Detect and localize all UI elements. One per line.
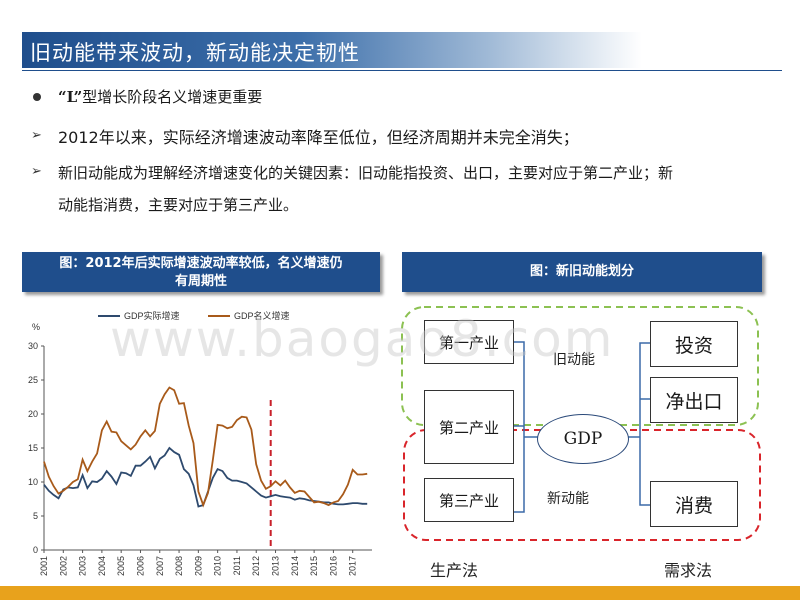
- x-tick-label: 2002: [58, 556, 68, 576]
- legend-label-1: GDP实际增速: [124, 310, 180, 321]
- x-tick-label: 2003: [78, 556, 88, 576]
- y-axis-unit: %: [32, 322, 40, 332]
- x-tick-label: 2015: [309, 556, 319, 576]
- x-tick-label: 2012: [251, 556, 261, 576]
- bullet-dot-icon: [33, 93, 41, 101]
- new-kinetic-label: 新动能: [547, 491, 589, 507]
- y-tick-label: 30: [28, 341, 38, 351]
- y-tick-label: 10: [28, 477, 38, 487]
- bullet-3-line1: 新旧动能成为理解经济增速变化的关键因素：旧动能指投资、出口，主要对应于第二产业；…: [58, 164, 674, 182]
- diagram-header: 图：新旧动能划分: [402, 252, 762, 292]
- box-consumption: 消费: [650, 481, 738, 527]
- bullet-1-quote: “L”: [58, 88, 83, 106]
- watermark: www.baogao8.com: [110, 310, 615, 368]
- left-bracket-line: [512, 341, 525, 513]
- x-tick-label: 2005: [116, 556, 126, 576]
- x-tick-label: 2007: [155, 556, 165, 576]
- x-tick-label: 2006: [135, 556, 145, 576]
- chart-header-line2: 有周期性: [174, 274, 227, 289]
- chart-header-line1: 图：2012年后实际增速波动率较低，名义增速仍: [59, 256, 343, 271]
- connector-lines: [512, 341, 650, 513]
- title-divider: [22, 70, 782, 71]
- x-tick-label: 2014: [290, 556, 300, 576]
- title-bar: [22, 32, 642, 68]
- x-tick-label: 2009: [193, 556, 203, 576]
- y-tick-label: 20: [28, 409, 38, 419]
- slide-title: 旧动能带来波动，新动能决定韧性: [30, 41, 360, 65]
- arrow-bullet-icon: ➢: [31, 128, 42, 143]
- x-tick-label: 2001: [39, 556, 49, 576]
- box-tertiary-industry: 第三产业: [424, 478, 514, 522]
- x-tick-label: 2016: [328, 556, 338, 576]
- box-net-export: 净出口: [650, 377, 738, 423]
- x-tick-label: 2017: [348, 556, 358, 576]
- box-secondary-industry: 第二产业: [424, 390, 514, 464]
- right-bracket-line: [639, 342, 650, 506]
- chart-header: 图：2012年后实际增速波动率较低，名义增速仍 有周期性: [22, 252, 380, 292]
- bullet-3-line2: 动能指消费，主要对应于第三产业。: [58, 196, 299, 214]
- gdp-ellipse: GDP: [537, 414, 629, 464]
- x-tick-label: 2008: [174, 556, 184, 576]
- demand-method-label: 需求法: [664, 561, 713, 580]
- x-tick-label: 2013: [271, 556, 281, 576]
- box-primary-industry: 第一产业: [424, 320, 514, 364]
- x-tick-label: 2010: [213, 556, 223, 576]
- box-investment: 投资: [650, 321, 738, 367]
- production-method-label: 生产法: [430, 561, 479, 580]
- bullet-2: 2012年以来，实际经济增速波动率降至低位，但经济周期并未完全消失；: [58, 128, 579, 147]
- bottom-accent-bar: [0, 586, 800, 600]
- y-tick-label: 5: [33, 511, 38, 521]
- x-tick-label: 2011: [232, 556, 242, 575]
- legend-label-2: GDP名义增速: [234, 310, 290, 321]
- old-kinetic-frame: [401, 306, 759, 426]
- gdp-growth-chart: 0 5 10 15 20 25 30% 2001 2002 2003 2004 2005 2006 200…: [28, 310, 372, 576]
- y-tick-label: 0: [33, 545, 38, 555]
- x-tick-label: 2004: [97, 556, 107, 576]
- series-line-2: [43, 386, 368, 508]
- old-kinetic-label: 旧动能: [553, 352, 595, 368]
- bullet-1: “L”型增长阶段名义增速更重要: [58, 86, 262, 107]
- y-tick-label: 15: [28, 443, 38, 453]
- y-tick-label: 25: [28, 375, 38, 385]
- arrow-bullet-icon: ➢: [31, 164, 42, 179]
- bullet-1-text: 型增长阶段名义增速更重要: [82, 88, 263, 106]
